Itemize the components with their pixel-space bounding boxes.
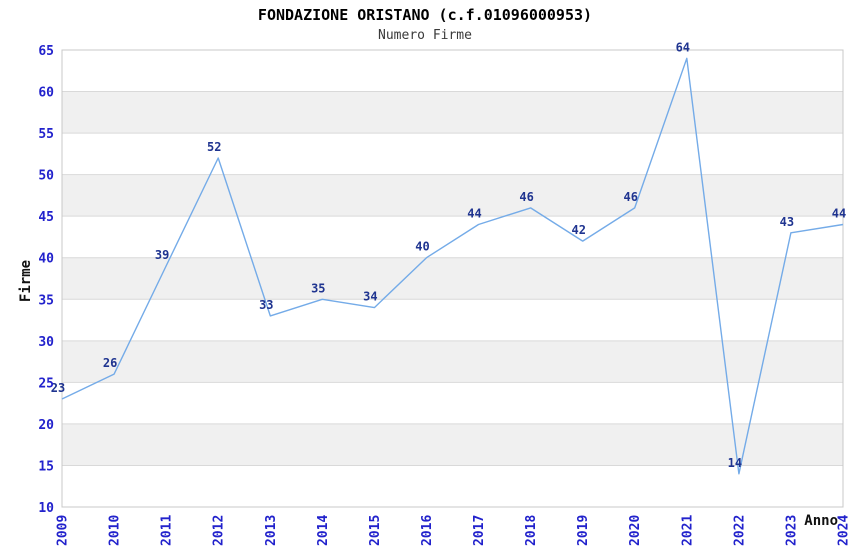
point-value-label: 14: [728, 456, 742, 470]
grid-band: [62, 257, 843, 300]
chart-title: FONDAZIONE ORISTANO (c.f.01096000953): [257, 6, 593, 24]
x-tick-label: 2022: [732, 515, 747, 546]
plot-bands: [62, 50, 843, 507]
x-tick-labels: 2009 2010 2011 2012 2013 2014 2015 2016 2017 2018…: [56, 515, 850, 546]
point-labels: 23 26 39 52 33 35 34 40 44 46 42 46 64 14 43 44: [51, 40, 846, 470]
chart-subtitle: Numero Firme: [378, 28, 472, 43]
x-tick-label: 2012: [212, 515, 227, 546]
x-tick-label: 2009: [56, 515, 71, 546]
x-tick-label: 2016: [420, 515, 435, 546]
point-value-label: 35: [311, 281, 325, 295]
y-tick-label: 20: [38, 418, 54, 433]
x-tick-label: 2018: [524, 515, 539, 546]
point-value-label: 52: [207, 140, 221, 154]
y-tick-label: 50: [38, 169, 54, 184]
grid-band: [62, 91, 843, 134]
x-tick-label: 2017: [472, 515, 487, 546]
y-tick-label: 65: [38, 44, 54, 59]
x-tick-label: 2013: [264, 515, 279, 546]
point-value-label: 34: [363, 290, 377, 304]
x-tick-label: 2015: [368, 515, 383, 546]
grid-band: [62, 465, 843, 507]
x-tick-label: 2014: [316, 515, 331, 546]
y-tick-label: 25: [38, 376, 54, 391]
grid-band: [62, 299, 843, 341]
x-tick-label: 2020: [628, 515, 643, 546]
x-tick-label: 2011: [160, 515, 175, 546]
x-tick-label: 2019: [576, 515, 591, 546]
point-value-label: 40: [415, 240, 429, 254]
point-value-label: 33: [259, 298, 273, 312]
y-tick-label: 30: [38, 335, 54, 350]
y-tick-label: 35: [38, 293, 54, 308]
point-value-label: 23: [51, 381, 65, 395]
point-value-label: 39: [155, 248, 169, 262]
line-series: [61, 57, 844, 475]
grid-band: [62, 174, 843, 217]
y-axis-title: Firme: [18, 260, 34, 302]
y-tick-label: 40: [38, 252, 54, 267]
grid-band: [62, 216, 843, 258]
point-value-label: 42: [571, 223, 585, 237]
y-tick-label: 45: [38, 210, 54, 225]
x-tick-label: 2023: [784, 515, 799, 546]
point-value-label: 64: [676, 40, 690, 54]
grid-band: [62, 50, 843, 92]
grid-band: [62, 423, 843, 466]
grid-band: [62, 340, 843, 383]
point-value-label: 46: [623, 190, 637, 204]
x-tick-label: 2021: [680, 515, 695, 546]
grid-band: [62, 382, 843, 424]
y-tick-label: 60: [38, 86, 54, 101]
plot-border: [61, 49, 844, 508]
x-axis-title: Anno: [804, 513, 838, 529]
point-value-label: 43: [780, 215, 794, 229]
point-value-label: 26: [103, 356, 117, 370]
point-value-label: 44: [467, 207, 481, 221]
y-tick-labels: 10 15 20 25 30 35 40 45 50 55 60 65: [38, 44, 54, 516]
x-tick-label: 2010: [108, 515, 123, 546]
y-tick-label: 55: [38, 127, 54, 142]
x-tick-label: 2024: [837, 515, 850, 546]
point-value-label: 44: [832, 207, 846, 221]
y-tick-label: 10: [38, 501, 54, 516]
grid-band: [62, 133, 843, 175]
point-value-label: 46: [519, 190, 533, 204]
y-tick-label: 15: [38, 459, 54, 474]
